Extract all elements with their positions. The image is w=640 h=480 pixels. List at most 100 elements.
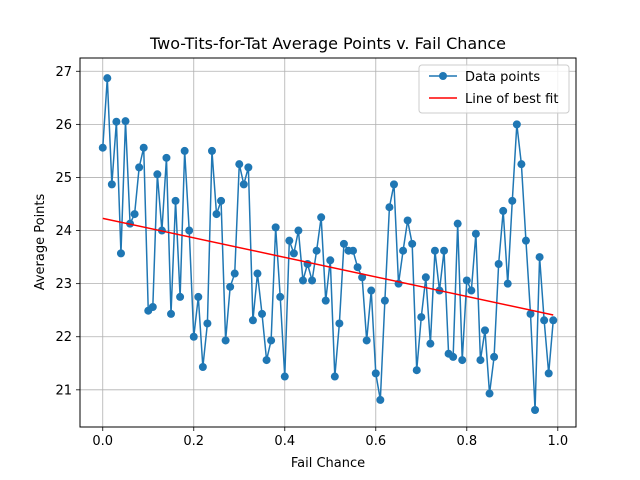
data-point [503, 279, 512, 288]
data-point [116, 249, 125, 258]
data-point [294, 226, 303, 235]
data-point [298, 276, 307, 285]
data-point [135, 163, 144, 172]
legend-box [418, 64, 570, 114]
data-point [153, 170, 162, 179]
data-point [167, 309, 176, 318]
data-point [471, 229, 480, 238]
data-point [121, 117, 130, 126]
data-point [339, 239, 348, 248]
data-point [517, 160, 526, 169]
data-point [417, 313, 426, 322]
legend: Data points Line of best fit [418, 64, 570, 114]
data-point [508, 196, 517, 205]
data-point [531, 406, 540, 415]
data-point [371, 369, 380, 378]
data-point [230, 269, 239, 278]
data-point [217, 196, 226, 205]
data-point [130, 210, 139, 219]
data-point [194, 292, 203, 301]
data-point [235, 160, 244, 169]
data-point [421, 273, 430, 282]
y-tick-label: 27 [55, 65, 72, 80]
data-point [98, 143, 107, 152]
legend-data-points-marker [439, 72, 447, 80]
data-point [171, 196, 180, 205]
data-point [362, 336, 371, 345]
data-point [162, 153, 171, 162]
data-point [490, 352, 499, 361]
y-axis-label: Average Points [33, 193, 48, 290]
data-point [207, 146, 216, 155]
data-point [189, 332, 198, 341]
y-tick-label: 24 [55, 224, 72, 239]
data-point [521, 236, 530, 245]
data-point [335, 319, 344, 328]
data-point [280, 372, 289, 381]
data-points-line [102, 77, 554, 411]
chart-title: Two-Tits-for-Tat Average Points v. Fail … [149, 34, 506, 53]
x-axis: 0.0 0.2 0.4 0.6 0.8 1.0 [92, 427, 568, 449]
y-axis: 21 22 23 24 25 26 27 [55, 65, 80, 398]
data-point [285, 236, 294, 245]
data-point [148, 303, 157, 312]
data-point [321, 296, 330, 305]
data-point [476, 356, 485, 365]
data-point [353, 263, 362, 272]
data-point [430, 246, 439, 255]
data-point [262, 356, 271, 365]
data-point [376, 395, 385, 404]
data-point [326, 256, 335, 265]
data-point [480, 326, 489, 335]
y-tick-label: 25 [55, 171, 72, 186]
data-point [453, 219, 462, 228]
data-point [462, 276, 471, 285]
data-point [494, 260, 503, 269]
data-point [180, 146, 189, 155]
y-tick-label: 23 [55, 277, 72, 292]
data-point [107, 180, 116, 189]
x-tick-label: 0.6 [365, 434, 386, 449]
x-tick-label: 0.2 [183, 434, 204, 449]
x-tick-label: 0.8 [456, 434, 477, 449]
data-point [267, 336, 276, 345]
data-point [221, 336, 230, 345]
data-point [540, 316, 549, 325]
axes-frame [79, 57, 577, 428]
y-tick-label: 26 [55, 118, 72, 133]
data-point [258, 309, 267, 318]
legend-best-fit-label: Line of best fit [465, 92, 558, 107]
data-point [176, 292, 185, 301]
data-point [385, 203, 394, 212]
data-point [467, 286, 476, 295]
data-point [458, 356, 467, 365]
data-point [367, 286, 376, 295]
data-point [403, 216, 412, 225]
data-point [358, 273, 367, 282]
plot-area [98, 74, 558, 415]
data-point [426, 339, 435, 348]
data-point [317, 213, 326, 222]
data-point [330, 372, 339, 381]
data-point [244, 163, 253, 172]
data-point [139, 143, 148, 152]
data-point [535, 253, 544, 262]
data-point [449, 352, 458, 361]
data-point [289, 249, 298, 258]
data-point [412, 366, 421, 375]
data-point [308, 276, 317, 285]
data-point [112, 117, 121, 126]
data-point [226, 282, 235, 291]
data-point [499, 206, 508, 215]
data-point [399, 246, 408, 255]
data-point [239, 180, 248, 189]
data-point [212, 210, 221, 219]
data-point [185, 226, 194, 235]
x-tick-label: 0.4 [274, 434, 295, 449]
data-point [248, 316, 257, 325]
data-point [389, 180, 398, 189]
data-point [440, 246, 449, 255]
best-fit-line [102, 217, 554, 316]
data-point [408, 239, 417, 248]
